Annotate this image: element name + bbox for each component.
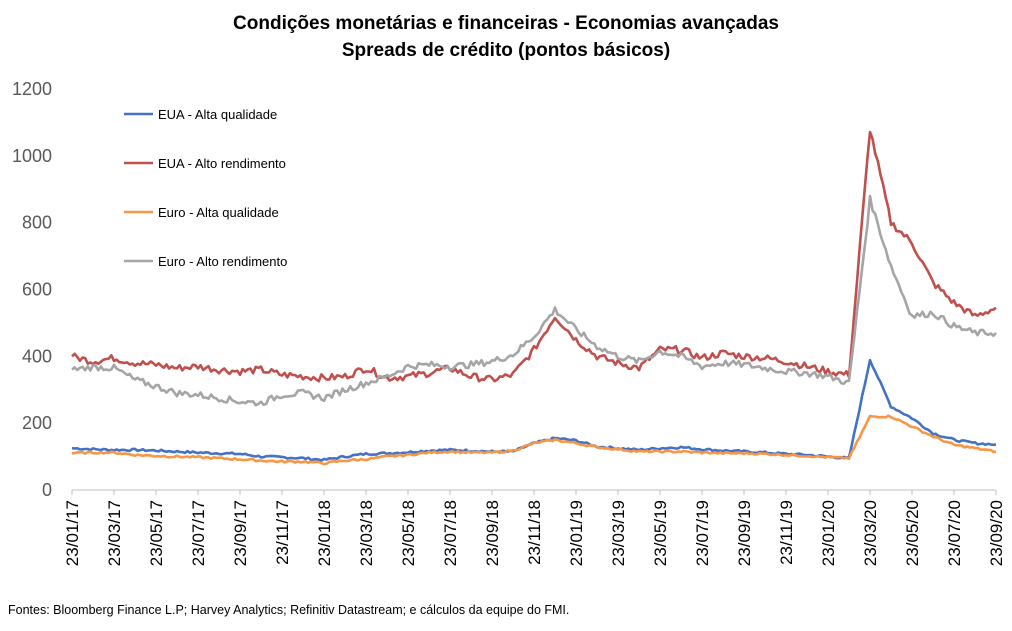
- x-tick-label: 23/05/17: [147, 500, 166, 566]
- x-tick-label: 23/01/20: [819, 500, 838, 566]
- series-lines: [71, 130, 997, 466]
- x-tick-label: 23/03/20: [861, 500, 880, 566]
- x-tick-label: 23/07/20: [945, 500, 964, 566]
- y-tick-label: 400: [22, 346, 52, 366]
- y-tick-label: 1200: [12, 79, 52, 99]
- x-tick-label: 23/05/19: [651, 500, 670, 566]
- x-tick-label: 23/07/17: [189, 500, 208, 566]
- x-tick-label: 23/03/18: [357, 500, 376, 566]
- legend-label: Euro - Alto rendimento: [158, 254, 287, 269]
- chart-subtitle: Spreads de crédito (pontos básicos): [341, 40, 671, 61]
- x-tick-label: 23/05/18: [399, 500, 418, 566]
- legend-label: Euro - Alta qualidade: [158, 205, 279, 220]
- x-tick-label: 23/07/18: [441, 500, 460, 566]
- x-tick-label: 23/09/17: [231, 500, 250, 566]
- x-tick-label: 23/09/20: [987, 500, 1006, 566]
- x-tick-label: 23/05/20: [903, 500, 922, 566]
- x-tick-label: 23/01/19: [567, 500, 586, 566]
- y-tick-label: 800: [22, 213, 52, 233]
- x-tick-label: 23/01/18: [315, 500, 334, 566]
- x-tick-label: 23/03/19: [609, 500, 628, 566]
- chart-title-block: Condições monetárias e financeiras - Eco…: [0, 10, 1012, 64]
- legend: EUA - Alta qualidade EUA - Alto rendiment…: [124, 107, 287, 269]
- legend-label: EUA - Alta qualidade: [158, 107, 277, 122]
- x-tick-label: 23/11/18: [525, 500, 544, 565]
- x-tick-label: 23/03/17: [105, 500, 124, 566]
- x-axis: 23/01/17 23/03/17 23/05/17 23/07/17 23/09/17…: [63, 489, 1006, 566]
- series-line-2: [72, 414, 997, 466]
- y-tick-label: 200: [22, 413, 52, 433]
- x-tick-label: 23/11/19: [777, 500, 796, 565]
- legend-label: EUA - Alto rendimento: [158, 156, 286, 171]
- x-tick-label: 23/11/17: [273, 500, 292, 565]
- chart-title: Condições monetárias e financeiras - Eco…: [233, 13, 779, 34]
- x-tick-label: 23/09/19: [735, 500, 754, 566]
- y-tick-label: 600: [22, 280, 52, 300]
- x-tick-label: 23/09/18: [483, 500, 502, 566]
- x-tick-label: 23/01/17: [63, 500, 82, 566]
- y-tick-label: 0: [42, 480, 52, 500]
- series-line-3: [71, 194, 997, 407]
- source-note: Fontes: Bloomberg Finance L.P; Harvey An…: [8, 603, 570, 617]
- y-axis: 0 200 400 600 800 1000 1200: [12, 79, 52, 500]
- y-tick-label: 1000: [12, 146, 52, 166]
- series-line-0: [71, 358, 997, 462]
- x-tick-label: 23/07/19: [693, 500, 712, 566]
- series-line-1: [71, 130, 997, 383]
